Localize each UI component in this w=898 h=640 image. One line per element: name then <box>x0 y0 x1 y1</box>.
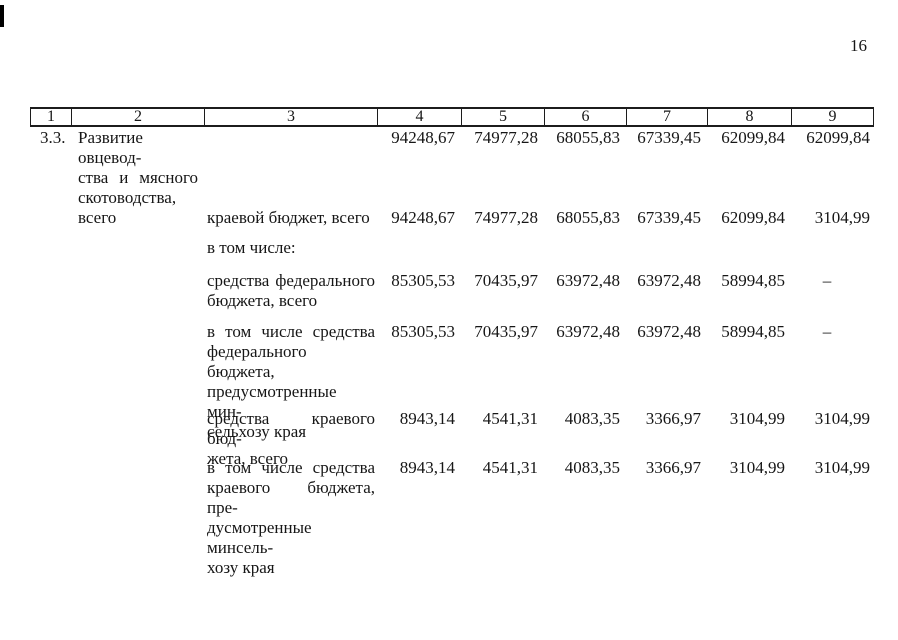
table-row: в том числе средства краевого бюджета, пр… <box>30 458 874 578</box>
value-cell: 3104,99 <box>814 208 870 227</box>
table-row: в том числе: <box>30 238 874 258</box>
value-cell: 3366,97 <box>645 458 701 477</box>
row-label-col2: Развитие овцевод-ства и мясного скотоводс… <box>72 128 205 228</box>
value-cell: 4083,35 <box>564 409 620 428</box>
value-cell <box>462 238 545 258</box>
value-cell <box>545 238 627 258</box>
value-cell: 63972,48 <box>556 271 620 290</box>
row-label-line: в том числе средства <box>207 322 375 341</box>
header-cell-4: 4 <box>378 107 462 127</box>
header-cell-3: 3 <box>205 107 378 127</box>
value-cell <box>708 238 792 258</box>
value-cell: 74977,28 <box>474 208 538 227</box>
header-cell-8: 8 <box>708 107 792 127</box>
header-cell-6: 6 <box>545 107 627 127</box>
value-cell: 3104,99 <box>729 409 785 428</box>
row-label-line: предусмотренные мин- <box>207 382 337 421</box>
table-row: средства федерального бюджета, всего 85305… <box>30 271 874 311</box>
row-label-col3: краевой бюджет, всего <box>205 208 378 228</box>
value-cell: 63972,48 <box>637 322 701 341</box>
row-label-col2 <box>72 208 205 228</box>
value-cell: 94248,67 <box>391 128 455 147</box>
value-cell: 58994,85 <box>721 322 785 341</box>
value-cell: 68055,83 <box>556 208 620 227</box>
value-cell: 62099,84 <box>806 128 870 147</box>
value-cell: – <box>822 322 832 341</box>
value-cell: 85305,53 <box>391 271 455 290</box>
value-cell: 4083,35 <box>564 458 620 477</box>
row-label-col3: в том числе: <box>205 238 378 258</box>
row-label-col3: в том числе средства краевого бюджета, пр… <box>205 458 378 578</box>
value-cell: 67339,45 <box>637 208 701 227</box>
value-cell: 62099,84 <box>721 128 785 147</box>
scan-artifact-mark <box>0 5 4 27</box>
value-cell: 3104,99 <box>814 409 870 428</box>
value-cell: 63972,48 <box>556 322 620 341</box>
row-label-col3: средства федерального бюджета, всего <box>205 271 378 311</box>
value-cell: 8943,14 <box>399 409 455 428</box>
header-cell-5: 5 <box>462 107 545 127</box>
value-cell: 8943,14 <box>399 458 455 477</box>
row-label-col3: средства краевого бюд-жета, всего <box>205 409 378 469</box>
header-cell-1: 1 <box>30 107 72 127</box>
row-label-line: хозу края <box>207 558 275 577</box>
row-label-col2 <box>72 238 205 258</box>
row-label-col3: в том числе средства федерального бюджета… <box>205 322 378 442</box>
row-label-line: Развитие овцевод- <box>78 128 143 167</box>
value-cell: 4541,31 <box>482 409 538 428</box>
row-label-line: жета, всего <box>207 449 289 468</box>
value-cell: 67339,45 <box>637 128 701 147</box>
value-cell: 3104,99 <box>729 458 785 477</box>
value-cell: 70435,97 <box>474 322 538 341</box>
value-cell: 4541,31 <box>482 458 538 477</box>
table-row: 3.3. Развитие овцевод-ства и мясного ското… <box>30 128 874 228</box>
value-cell: 58994,85 <box>721 271 785 290</box>
value-cell: – <box>822 271 832 290</box>
row-label-line: скотоводства, <box>78 188 177 207</box>
row-label-line: дусмотренные минсель- <box>207 518 312 557</box>
header-cell-7: 7 <box>627 107 708 127</box>
table-row: в том числе средства федерального бюджета… <box>30 322 874 442</box>
value-cell: 3366,97 <box>645 409 701 428</box>
value-cell: 94248,67 <box>391 208 455 227</box>
row-label-line: средства федерального <box>207 271 375 290</box>
row-label-line: средства краевого бюд- <box>207 409 375 448</box>
row-label-line: федерального бюджета, <box>207 342 307 381</box>
table-row: средства краевого бюд-жета, всего 8943,14… <box>30 409 874 469</box>
row-label-line: в том числе: <box>207 238 296 257</box>
row-number <box>30 271 72 311</box>
row-label-line: краевого бюджета, пре- <box>207 478 375 517</box>
row-number <box>30 208 72 228</box>
row-label-line: сельхозу края <box>207 422 307 441</box>
value-cell: 70435,97 <box>474 271 538 290</box>
value-cell: 62099,84 <box>721 208 785 227</box>
row-label-line: краевой бюджет, всего <box>207 208 370 227</box>
row-label-line: бюджета, всего <box>207 291 318 310</box>
row-number <box>30 458 72 578</box>
value-cell: 85305,53 <box>391 322 455 341</box>
value-cell: 63972,48 <box>637 271 701 290</box>
header-cell-2: 2 <box>72 107 205 127</box>
value-cell <box>378 238 462 258</box>
page-number: 16 <box>850 36 867 55</box>
row-label-line: ства и мясного <box>78 168 198 187</box>
row-label-line: в том числе средства <box>207 458 375 477</box>
value-cell <box>627 238 708 258</box>
value-cell <box>792 238 874 258</box>
table-row: краевой бюджет, всего 94248,67 74977,28 680… <box>30 208 874 228</box>
value-cell: 74977,28 <box>474 128 538 147</box>
header-cell-9: 9 <box>792 107 874 127</box>
row-label-col2 <box>72 271 205 311</box>
row-label-col2 <box>72 458 205 578</box>
value-cell: 68055,83 <box>556 128 620 147</box>
row-label-line: всего <box>78 208 117 227</box>
row-number <box>30 238 72 258</box>
value-cell: 3104,99 <box>814 458 870 477</box>
row-number: 3.3. <box>40 128 66 147</box>
